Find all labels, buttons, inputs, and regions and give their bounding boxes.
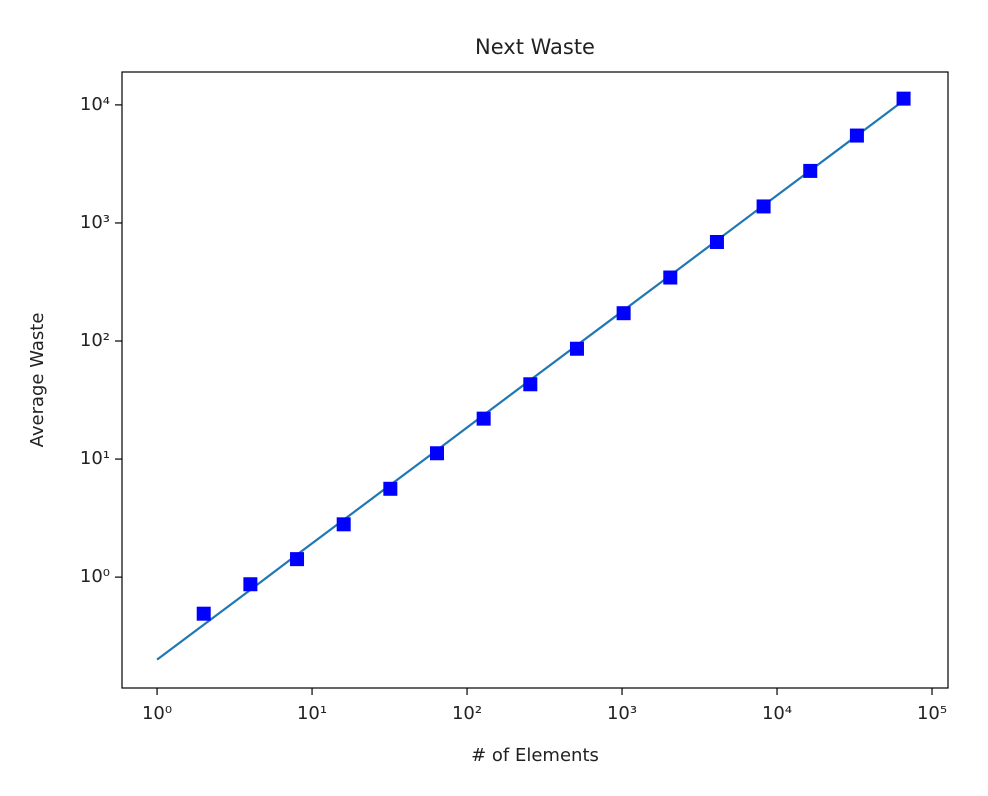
data-point bbox=[569, 341, 584, 356]
x-tick-label: 10³ bbox=[607, 703, 637, 724]
data-point bbox=[290, 552, 305, 567]
data-point bbox=[336, 517, 351, 532]
data-point bbox=[896, 91, 911, 106]
y-tick-label: 10⁰ bbox=[80, 566, 110, 587]
data-point bbox=[803, 163, 818, 178]
y-axis-label: Average Waste bbox=[27, 313, 48, 448]
data-point bbox=[663, 270, 678, 285]
x-tick-label: 10⁰ bbox=[142, 703, 172, 724]
data-point bbox=[523, 377, 538, 392]
data-point bbox=[756, 199, 771, 214]
x-tick-label: 10¹ bbox=[297, 703, 327, 724]
data-point bbox=[196, 606, 211, 621]
y-tick-label: 10² bbox=[80, 330, 110, 351]
y-tick-label: 10³ bbox=[80, 212, 110, 233]
plot-frame bbox=[121, 71, 949, 689]
x-axis-label: # of Elements bbox=[471, 745, 599, 766]
data-point bbox=[849, 128, 864, 143]
data-point bbox=[430, 446, 445, 461]
data-point bbox=[383, 481, 398, 496]
y-tick-label: 10¹ bbox=[80, 448, 110, 469]
x-tick-label: 10² bbox=[452, 703, 482, 724]
data-point bbox=[476, 411, 491, 426]
chart-title: Next Waste bbox=[475, 35, 595, 59]
data-point bbox=[243, 577, 258, 592]
data-point bbox=[709, 234, 724, 249]
x-tick-label: 10⁴ bbox=[762, 703, 792, 724]
x-tick-label: 10⁵ bbox=[917, 703, 947, 724]
y-tick-label: 10⁴ bbox=[80, 94, 110, 115]
data-point bbox=[616, 306, 631, 321]
